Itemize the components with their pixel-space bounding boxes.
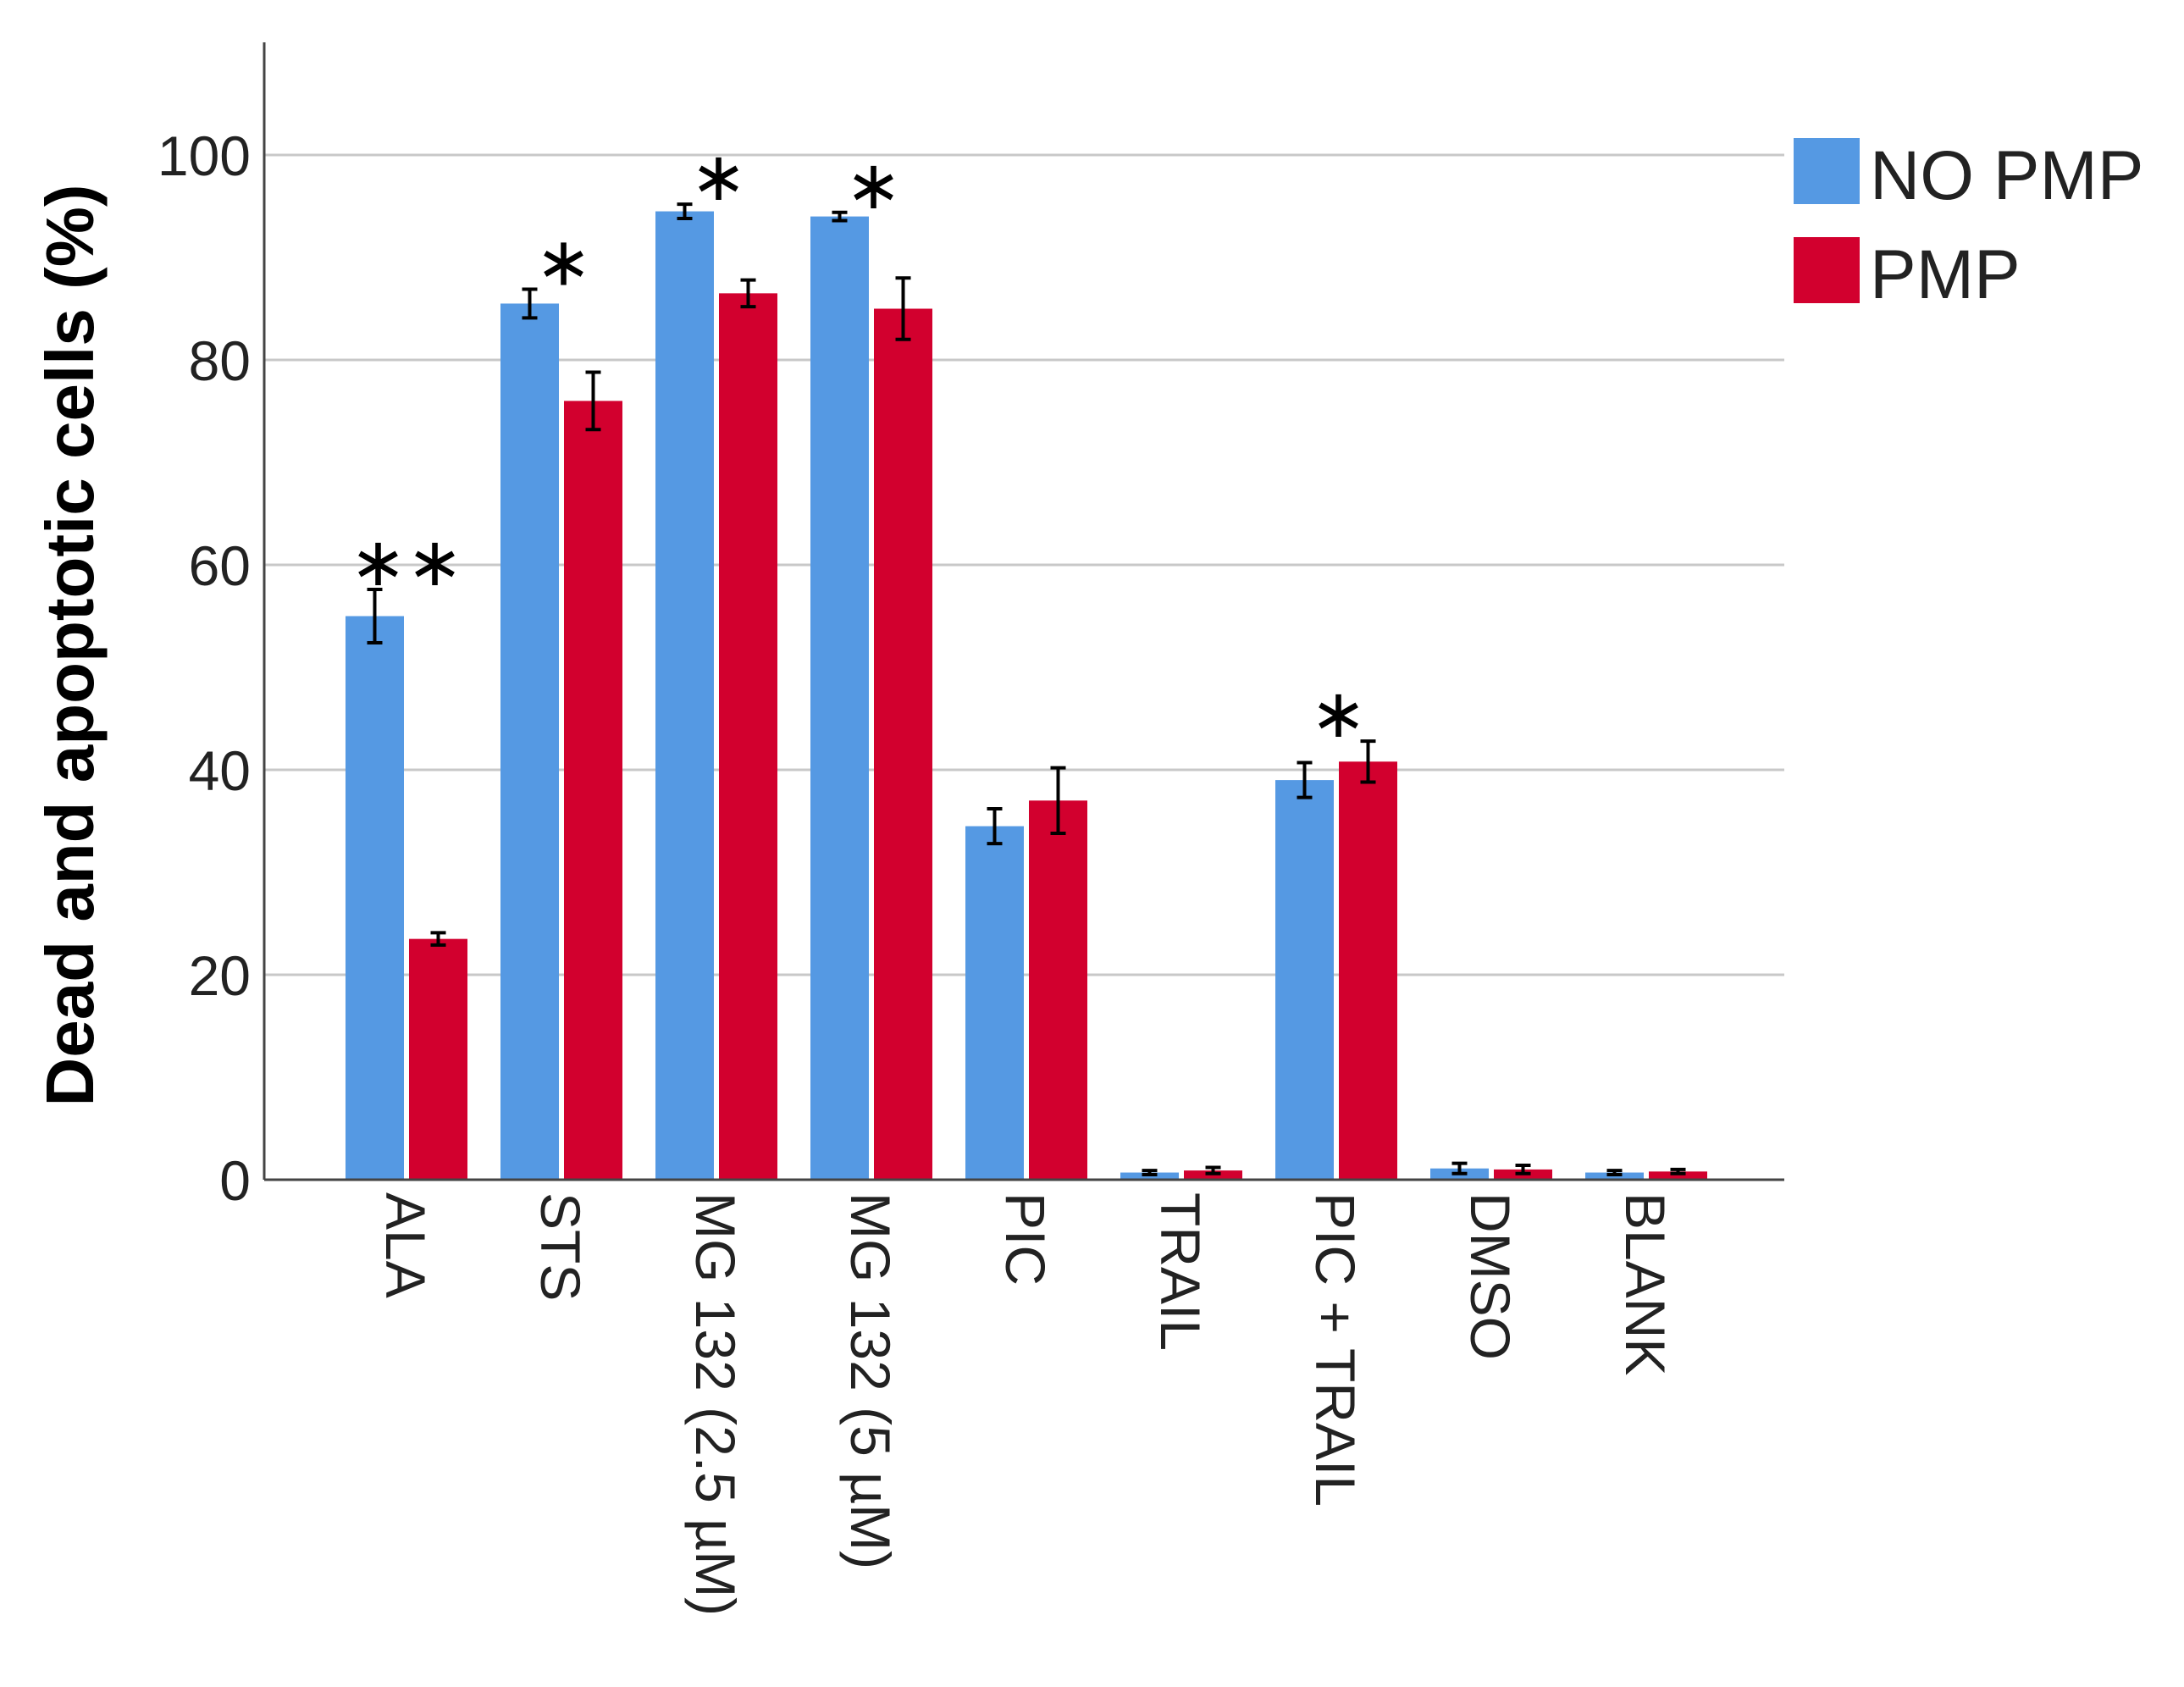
bar-no-pmp <box>346 616 404 1180</box>
bar-no-pmp <box>1275 780 1334 1180</box>
bar-no-pmp <box>965 826 1024 1180</box>
legend-swatch-no-pmp <box>1794 138 1860 204</box>
significance-marker: ∗ <box>535 224 592 300</box>
significance-annotations: ∗∗∗∗ ∗∗ <box>350 139 1367 751</box>
x-tick-label: MG 132 (5 µM) <box>839 1192 902 1569</box>
significance-marker: ∗ <box>690 139 747 214</box>
significance-marker: ∗ <box>1310 676 1367 751</box>
x-tick-label: STS <box>529 1192 592 1301</box>
y-tick-label: 20 <box>189 944 251 1007</box>
bar-no-pmp <box>500 303 559 1181</box>
gridlines <box>264 153 1784 976</box>
axes <box>263 42 1784 1181</box>
bars <box>346 211 1707 1181</box>
x-tick-label: PIC <box>994 1192 1057 1286</box>
x-tick-label: MG 132 (2.5 µM) <box>684 1192 747 1616</box>
legend: NO PMP PMP <box>1794 137 2143 313</box>
y-tick-label: 40 <box>189 739 251 802</box>
y-axis-title: Dead and apoptotic cells (%) <box>32 184 108 1106</box>
y-tick-label: 0 <box>219 1149 251 1212</box>
bar-pmp <box>1649 1171 1707 1180</box>
x-tick-label: PIC + TRAIL <box>1304 1192 1367 1507</box>
significance-marker: ∗∗ <box>350 524 463 600</box>
x-tick-label: BLANK <box>1614 1192 1677 1375</box>
y-tick-label: 80 <box>189 329 251 392</box>
bar-pmp <box>874 308 932 1180</box>
legend-swatch-pmp <box>1794 237 1860 303</box>
error-bars <box>367 202 1686 1176</box>
y-tick-label: 100 <box>158 124 251 187</box>
legend-label: PMP <box>1870 236 2021 313</box>
y-tick-labels: 0 20 40 60 80 100 <box>158 124 251 1212</box>
bar-no-pmp <box>810 216 869 1181</box>
bar-no-pmp <box>655 211 714 1180</box>
bar-pmp <box>409 938 467 1180</box>
bar-pmp <box>719 293 777 1181</box>
x-tick-label: TRAIL <box>1149 1192 1212 1351</box>
y-tick-label: 60 <box>189 534 251 597</box>
x-tick-label: ALA <box>374 1192 437 1298</box>
significance-marker: ∗ <box>845 147 902 223</box>
x-tick-label: DMSO <box>1459 1192 1522 1360</box>
bar-pmp <box>1339 761 1397 1180</box>
bar-pmp <box>1029 800 1087 1180</box>
bar-pmp <box>564 401 622 1180</box>
x-tick-labels: ALA STS MG 132 (2.5 µM) MG 132 (5 µM) PIC TRA… <box>374 1192 1677 1616</box>
legend-label: NO PMP <box>1870 137 2143 214</box>
